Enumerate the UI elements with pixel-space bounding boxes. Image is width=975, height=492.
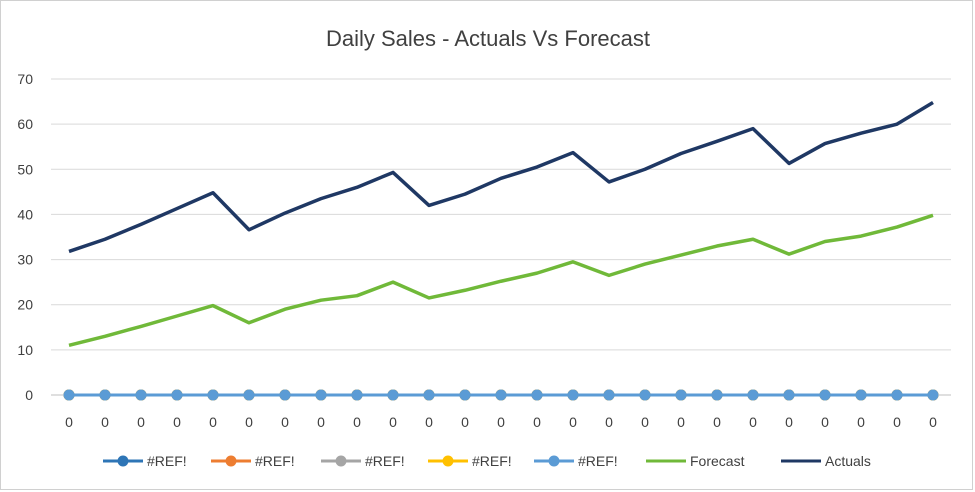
y-tick-label: 30 <box>17 252 33 268</box>
y-axis-tick-labels: 0 10 20 30 40 50 60 70 <box>17 71 33 403</box>
data-point <box>135 389 147 401</box>
data-point <box>711 389 723 401</box>
x-tick-label: 0 <box>281 414 289 430</box>
chart-title: Daily Sales - Actuals Vs Forecast <box>326 26 650 51</box>
x-tick-label: 0 <box>749 414 757 430</box>
data-point <box>675 389 687 401</box>
series-4 <box>63 389 939 401</box>
legend-label: #REF! <box>255 453 295 469</box>
legend-item: #REF! <box>321 453 405 469</box>
data-point <box>63 389 75 401</box>
y-tick-label: 0 <box>25 387 33 403</box>
legend: #REF! #REF! #REF! #REF! #REF! Forecast Actuals <box>103 453 871 469</box>
x-tick-label: 0 <box>785 414 793 430</box>
data-point <box>315 389 327 401</box>
legend-label: #REF! <box>365 453 405 469</box>
x-tick-label: 0 <box>497 414 505 430</box>
data-point <box>279 389 291 401</box>
y-tick-label: 60 <box>17 116 33 132</box>
y-tick-label: 40 <box>17 206 33 222</box>
series-line <box>68 100 934 254</box>
data-point <box>531 389 543 401</box>
data-point <box>819 389 831 401</box>
x-tick-label: 0 <box>317 414 325 430</box>
x-tick-label: 0 <box>533 414 541 430</box>
data-point <box>783 389 795 401</box>
data-point <box>351 389 363 401</box>
data-point <box>567 389 579 401</box>
x-tick-label: 0 <box>65 414 73 430</box>
y-tick-label: 70 <box>17 71 33 87</box>
legend-label: Forecast <box>690 453 745 469</box>
y-tick-label: 20 <box>17 297 33 313</box>
data-point <box>423 389 435 401</box>
x-tick-label: 0 <box>821 414 829 430</box>
data-point <box>639 389 651 401</box>
data-point <box>495 389 507 401</box>
x-tick-label: 0 <box>353 414 361 430</box>
legend-label: #REF! <box>472 453 512 469</box>
series-line <box>68 213 934 348</box>
x-tick-label: 0 <box>137 414 145 430</box>
x-tick-label: 0 <box>677 414 685 430</box>
series-5 <box>68 213 934 348</box>
x-tick-label: 0 <box>605 414 613 430</box>
data-point <box>171 389 183 401</box>
x-tick-label: 0 <box>101 414 109 430</box>
legend-item: Forecast <box>646 453 745 469</box>
x-tick-label: 0 <box>641 414 649 430</box>
x-tick-label: 0 <box>425 414 433 430</box>
legend-item: Actuals <box>781 453 871 469</box>
x-tick-label: 0 <box>857 414 865 430</box>
data-point <box>243 389 255 401</box>
x-tick-label: 0 <box>389 414 397 430</box>
x-axis-tick-labels: 0 0 0 0 0 0 0 0 0 0 0 0 0 0 0 0 0 0 0 0 0 0 0 0 0 <box>65 414 937 430</box>
y-tick-label: 50 <box>17 161 33 177</box>
series-6 <box>68 100 934 254</box>
legend-swatch-marker <box>548 455 560 467</box>
data-point <box>99 389 111 401</box>
legend-swatch-marker <box>335 455 347 467</box>
data-point <box>855 389 867 401</box>
series-lines <box>63 100 939 401</box>
x-tick-label: 0 <box>893 414 901 430</box>
x-tick-label: 0 <box>173 414 181 430</box>
legend-swatch-marker <box>225 455 237 467</box>
legend-label: Actuals <box>825 453 871 469</box>
data-point <box>387 389 399 401</box>
legend-label: #REF! <box>578 453 618 469</box>
x-tick-label: 0 <box>461 414 469 430</box>
legend-swatch-marker <box>442 455 454 467</box>
legend-label: #REF! <box>147 453 187 469</box>
x-tick-label: 0 <box>245 414 253 430</box>
data-point <box>207 389 219 401</box>
data-point <box>459 389 471 401</box>
legend-item: #REF! <box>103 453 187 469</box>
data-point <box>747 389 759 401</box>
data-point <box>603 389 615 401</box>
data-point <box>891 389 903 401</box>
x-tick-label: 0 <box>569 414 577 430</box>
data-point <box>927 389 939 401</box>
y-tick-label: 10 <box>17 342 33 358</box>
x-tick-label: 0 <box>209 414 217 430</box>
legend-item: #REF! <box>534 453 618 469</box>
x-tick-label: 0 <box>713 414 721 430</box>
legend-item: #REF! <box>428 453 512 469</box>
x-tick-label: 0 <box>929 414 937 430</box>
gridlines <box>51 78 951 396</box>
legend-item: #REF! <box>211 453 295 469</box>
legend-swatch-marker <box>117 455 129 467</box>
